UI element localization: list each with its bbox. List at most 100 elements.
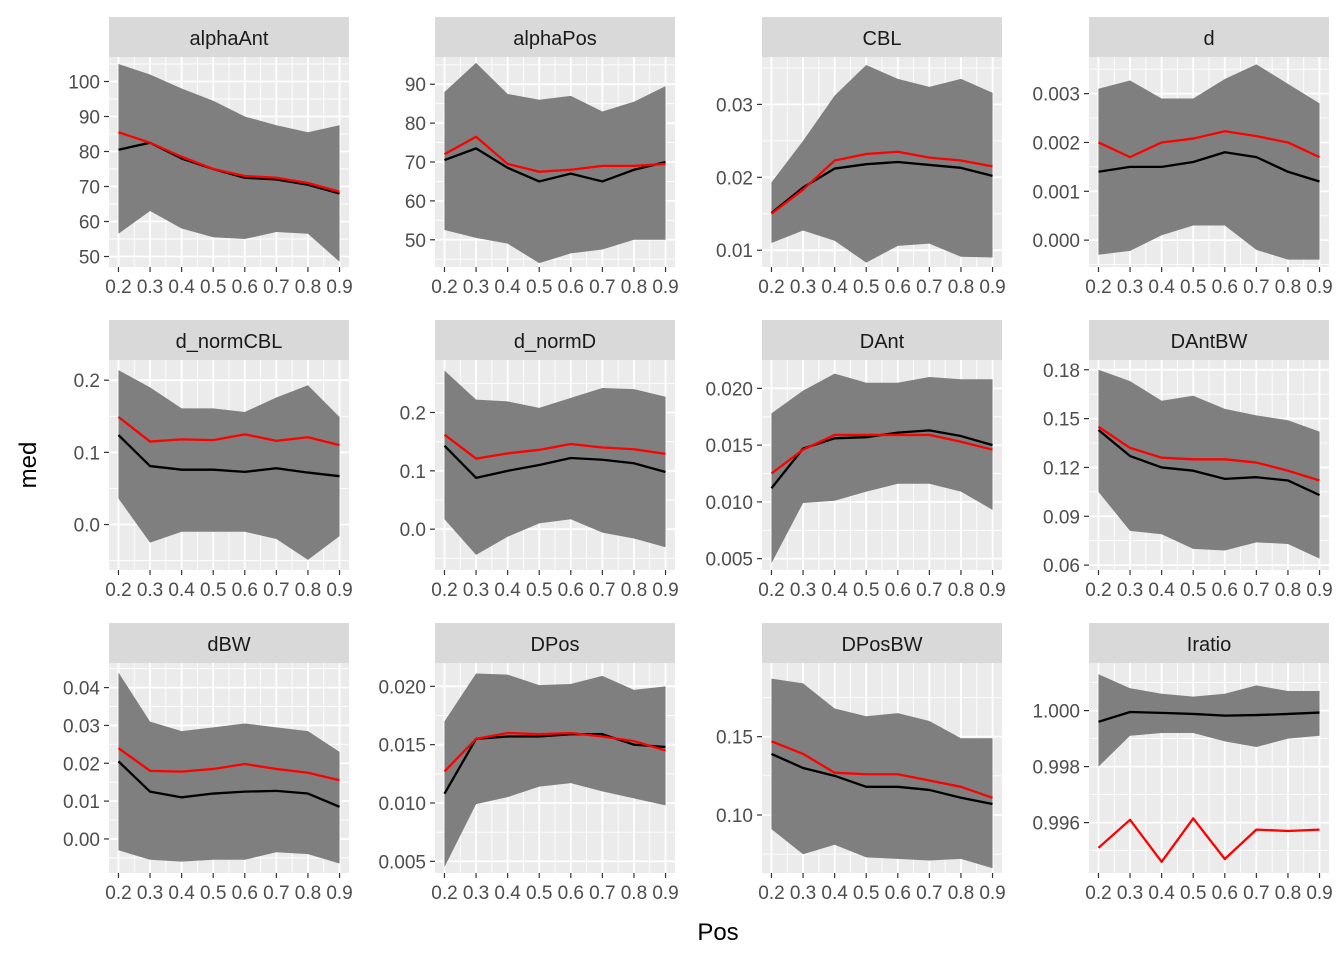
x-tick-label: 0.6 xyxy=(232,277,258,298)
x-tick-label: 0.4 xyxy=(1148,277,1175,298)
x-tick-label: 0.3 xyxy=(137,277,163,298)
strip-label: CBL xyxy=(863,28,902,50)
strip-label: dBW xyxy=(207,634,250,656)
x-tick-label: 0.8 xyxy=(621,277,647,298)
y-tick-label: 0.2 xyxy=(400,404,426,425)
strip-background xyxy=(762,17,1002,57)
x-tick-label: 0.6 xyxy=(558,580,584,601)
x-tick-label: 0.7 xyxy=(916,883,942,904)
x-tick-label: 0.3 xyxy=(1117,580,1143,601)
x-tick-label: 0.4 xyxy=(1148,580,1175,601)
strip-background xyxy=(762,623,1002,663)
y-tick-label: 0.003 xyxy=(1032,85,1080,106)
y-tick-label: 0.005 xyxy=(378,852,426,873)
y-tick-label: 0.015 xyxy=(378,736,426,757)
x-tick-label: 0.8 xyxy=(295,580,321,601)
x-tick-label: 0.9 xyxy=(326,277,352,298)
y-tick-label: 0.15 xyxy=(716,728,753,749)
y-tick-label: 0.02 xyxy=(63,754,100,775)
x-tick-label: 0.2 xyxy=(431,580,457,601)
y-tick-label: 0.0 xyxy=(400,520,426,541)
x-tick-label: 0.9 xyxy=(652,277,678,298)
x-tick-label: 0.7 xyxy=(1243,580,1269,601)
x-tick-label: 0.8 xyxy=(621,580,647,601)
y-tick-label: 0.020 xyxy=(705,379,753,400)
x-tick-label: 0.5 xyxy=(526,883,552,904)
strip-background xyxy=(1089,623,1329,663)
x-tick-label: 0.8 xyxy=(295,277,321,298)
series-line-red xyxy=(117,416,340,447)
y-tick-label: 0.998 xyxy=(1032,758,1080,779)
x-tick-label: 0.9 xyxy=(979,883,1005,904)
confidence-ribbon xyxy=(444,62,666,264)
y-tick-label: 0.001 xyxy=(1032,182,1080,203)
strip-label: DPosBW xyxy=(841,634,922,656)
strip-label: d xyxy=(1203,28,1214,50)
x-tick-label: 0.5 xyxy=(1180,580,1206,601)
confidence-ribbon xyxy=(444,673,666,868)
x-tick-label: 0.5 xyxy=(1180,277,1206,298)
series-line-black xyxy=(117,434,340,478)
y-tick-label: 0.03 xyxy=(716,95,753,116)
y-tick-label: 70 xyxy=(405,153,426,174)
y-tick-label: 80 xyxy=(405,114,426,135)
y-tick-label: 0.010 xyxy=(705,493,753,514)
strip-background xyxy=(109,623,349,663)
series-line-black xyxy=(443,444,666,479)
x-tick-label: 0.2 xyxy=(1085,277,1111,298)
y-tick-label: 80 xyxy=(79,143,100,164)
series-line-black xyxy=(1098,710,1320,723)
series-line-black xyxy=(444,147,666,183)
x-tick-label: 0.7 xyxy=(589,883,615,904)
x-tick-label: 0.7 xyxy=(1243,883,1269,904)
series-line-red xyxy=(443,135,666,173)
x-axis-title: Pos xyxy=(697,919,738,946)
series-line-black xyxy=(1098,151,1320,183)
panel-alphaAnt: alphaAnt 50 60 70 80 90 100 0.2 0.3 0.4 0.5 0.6 0.7 0… xyxy=(68,17,353,298)
strip-background xyxy=(1089,320,1329,360)
series-line-red xyxy=(1097,817,1320,863)
x-tick-label: 0.9 xyxy=(326,580,352,601)
x-tick-label: 0.3 xyxy=(463,277,489,298)
x-tick-label: 0.6 xyxy=(558,277,584,298)
x-tick-label: 0.8 xyxy=(1275,277,1301,298)
confidence-ribbon xyxy=(1098,674,1320,767)
series-line-red xyxy=(117,747,340,782)
strip-background xyxy=(435,320,675,360)
strip-label: d_normCBL xyxy=(176,331,283,353)
strip-label: alphaAnt xyxy=(190,28,269,50)
series-line-red xyxy=(771,740,993,799)
series-line-red xyxy=(770,150,993,215)
x-tick-label: 0.7 xyxy=(263,580,289,601)
strip-background xyxy=(435,623,675,663)
y-tick-label: 0.10 xyxy=(716,806,753,827)
y-tick-label: 0.002 xyxy=(1032,133,1080,154)
x-tick-label: 0.8 xyxy=(948,277,974,298)
y-tick-label: 50 xyxy=(79,248,100,269)
x-tick-label: 0.6 xyxy=(1212,883,1238,904)
y-tick-label: 0.01 xyxy=(716,241,753,262)
x-tick-label: 0.9 xyxy=(979,580,1005,601)
x-tick-label: 0.4 xyxy=(168,277,195,298)
x-tick-label: 0.3 xyxy=(790,883,816,904)
series-line-red xyxy=(1097,425,1320,482)
x-tick-label: 0.7 xyxy=(263,277,289,298)
x-tick-label: 0.7 xyxy=(916,580,942,601)
x-tick-label: 0.8 xyxy=(621,883,647,904)
confidence-ribbon xyxy=(118,64,340,262)
strip-background xyxy=(762,320,1002,360)
x-tick-label: 0.6 xyxy=(1212,277,1238,298)
x-tick-label: 0.8 xyxy=(295,883,321,904)
x-tick-label: 0.3 xyxy=(463,580,489,601)
x-tick-label: 0.8 xyxy=(1275,580,1301,601)
x-tick-label: 0.6 xyxy=(232,580,258,601)
x-tick-label: 0.2 xyxy=(105,277,131,298)
y-tick-label: 0.04 xyxy=(63,679,100,700)
y-tick-label: 0.005 xyxy=(705,550,753,571)
x-tick-label: 0.3 xyxy=(790,580,816,601)
x-tick-label: 0.6 xyxy=(558,883,584,904)
x-tick-label: 0.7 xyxy=(263,883,289,904)
confidence-ribbon xyxy=(1098,64,1320,260)
